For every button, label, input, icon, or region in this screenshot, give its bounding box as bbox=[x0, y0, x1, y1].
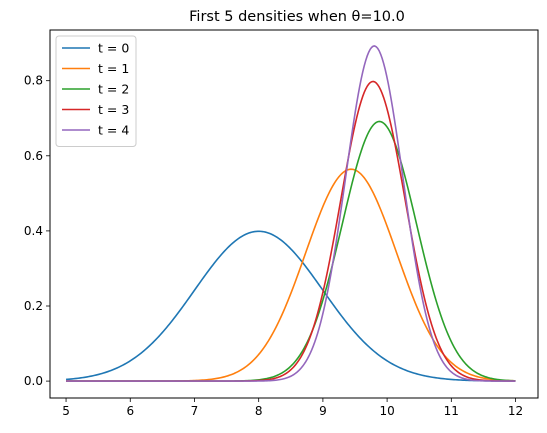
x-tick-label: 7 bbox=[191, 404, 199, 418]
x-tick-label: 6 bbox=[126, 404, 134, 418]
legend-label: t = 1 bbox=[98, 61, 129, 76]
x-axis: 5 6 7 8 9 10 11 12 bbox=[62, 398, 523, 418]
series-line-t0 bbox=[65, 230, 516, 382]
series-line-t2 bbox=[66, 120, 516, 382]
legend-box bbox=[55, 35, 137, 147]
legend-label: t = 4 bbox=[98, 123, 129, 138]
x-tick-label: 8 bbox=[255, 404, 263, 418]
x-tick-label: 10 bbox=[379, 404, 394, 418]
y-tick-label: 0.8 bbox=[24, 74, 43, 88]
y-tick-label: 0.4 bbox=[24, 224, 43, 238]
series-line-t4 bbox=[66, 45, 516, 382]
series-line-t1 bbox=[66, 168, 516, 382]
x-tick-label: 5 bbox=[62, 404, 70, 418]
axes-frame bbox=[49, 29, 539, 399]
y-tick-label: 0.2 bbox=[24, 299, 43, 313]
chart-title: First 5 densities when θ=10.0 bbox=[189, 9, 405, 25]
x-tick-label: 11 bbox=[444, 404, 459, 418]
series-lines bbox=[65, 45, 516, 382]
legend-label: t = 0 bbox=[98, 41, 129, 56]
y-axis: 0.0 0.2 0.4 0.6 0.8 bbox=[24, 74, 50, 388]
legend: t = 0 t = 1 t = 2 t = 3 t = 4 bbox=[55, 35, 137, 147]
legend-label: t = 2 bbox=[98, 82, 129, 97]
y-tick-label: 0.6 bbox=[24, 149, 43, 163]
x-tick-label: 12 bbox=[508, 404, 523, 418]
x-tick-label: 9 bbox=[319, 404, 327, 418]
legend-label: t = 3 bbox=[98, 102, 129, 117]
y-tick-label: 0.0 bbox=[24, 374, 43, 388]
